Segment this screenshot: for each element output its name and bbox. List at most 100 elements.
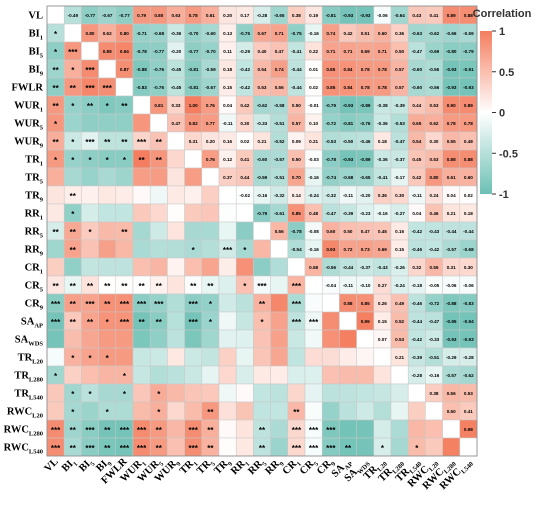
heatmap-cell — [218, 329, 237, 349]
coefficient-label: -0.71 — [136, 31, 147, 36]
heatmap-cell — [270, 257, 289, 277]
row-label: BI5 — [29, 47, 44, 60]
heatmap-cell — [253, 221, 271, 241]
heatmap-cell — [167, 275, 185, 295]
heatmap-cell — [235, 383, 254, 403]
coefficient-label: 0.80 — [430, 175, 439, 180]
significance-mark: * — [88, 354, 92, 363]
coefficient-label: -0.39 — [343, 211, 354, 216]
significance-mark: * — [71, 156, 75, 165]
heatmap-cell — [167, 437, 185, 457]
coefficient-label: 0.12 — [223, 157, 232, 162]
heatmap-cell — [201, 167, 220, 187]
coefficient-label: 0.87 — [120, 67, 129, 72]
coefficient-label: -0.47 — [326, 211, 337, 216]
coefficient-label: 0.90 — [447, 103, 456, 108]
coefficient-label: -0.04 — [326, 283, 337, 288]
coefficient-label: 0.51 — [361, 31, 370, 36]
coefficient-label: -0.77 — [154, 49, 165, 54]
heatmap-cell — [46, 347, 65, 367]
coefficient-label: -0.67 — [205, 85, 216, 90]
coefficient-label: -0.36 — [377, 157, 388, 162]
row-label: RR9 — [25, 245, 44, 258]
coefficient-label: 0.71 — [378, 49, 387, 54]
significance-mark: *** — [292, 318, 302, 327]
coefficient-label: -0.28 — [463, 355, 474, 360]
coefficient-label: -0.57 — [446, 373, 457, 378]
coefficient-label: -0.23 — [360, 211, 371, 216]
coefficient-label: 0.21 — [447, 211, 456, 216]
coefficient-label: 0.80 — [120, 31, 129, 36]
coefficient-label: -0.39 — [412, 355, 423, 360]
coefficient-label: -0.81 — [188, 85, 199, 90]
coefficient-label: -0.47 — [412, 49, 423, 54]
significance-mark: ** — [87, 318, 94, 327]
coefficient-label: -0.68 — [343, 175, 354, 180]
significance-mark: * — [381, 444, 385, 453]
coefficient-label: 0.21 — [258, 139, 267, 144]
coefficient-label: -0.16 — [377, 211, 388, 216]
coefficient-label: 0.65 — [412, 121, 421, 126]
coefficient-label: 0.85 — [326, 67, 335, 72]
row-label: VL — [28, 11, 43, 22]
coefficient-label: -0.41 — [377, 175, 388, 180]
coefficient-label: 0.38 — [292, 13, 301, 18]
heatmap-cell — [253, 383, 271, 403]
heatmap-cell — [63, 23, 82, 43]
coefficient-label: -0.93 — [446, 67, 457, 72]
coefficient-label: -0.83 — [136, 85, 147, 90]
coefficient-label: -0.37 — [394, 157, 405, 162]
coefficient-label: 0.43 — [412, 13, 421, 18]
coefficient-label: -0.70 — [188, 31, 199, 36]
row-label: TR1 — [25, 155, 43, 168]
coefficient-label: -0.17 — [394, 175, 405, 180]
heatmap-cells: -0.49 -0.77 -0.67 -0.77 0.79 0.80 0.63 0.78 0.61… — [46, 5, 478, 457]
coefficient-label: -0.75 — [240, 31, 251, 36]
heatmap-cell — [98, 113, 117, 133]
heatmap-cell — [321, 329, 340, 349]
heatmap-cell — [270, 365, 289, 385]
heatmap-cell — [81, 401, 99, 421]
coefficient-label: 0.85 — [326, 85, 335, 90]
coefficient-label: 0.80 — [86, 31, 95, 36]
heatmap-cell — [218, 365, 237, 385]
heatmap-cell — [304, 383, 323, 403]
coefficient-label: -0.39 — [394, 103, 405, 108]
significance-mark: *** — [103, 84, 113, 93]
coefficient-label: -0.27 — [394, 211, 405, 216]
coefficient-label: 0.20 — [223, 13, 232, 18]
row-label: WUR9 — [14, 137, 44, 150]
coefficient-label: 0.30 — [464, 265, 473, 270]
heatmap-cell — [63, 365, 82, 385]
significance-mark: ** — [156, 318, 163, 327]
row-label: RWCL20 — [7, 407, 43, 420]
heatmap-cell — [98, 329, 117, 349]
significance-mark: * — [209, 318, 213, 327]
heatmap-cell — [356, 401, 375, 421]
significance-mark: ** — [138, 282, 145, 291]
coefficient-label: -0.88 — [446, 301, 457, 306]
heatmap-cell — [270, 347, 289, 367]
significance-mark: *** — [154, 300, 164, 309]
heatmap-cell — [184, 221, 203, 241]
heatmap-cell — [321, 293, 340, 313]
heatmap-cell — [304, 401, 323, 421]
coefficient-label: -0.63 — [412, 31, 423, 36]
coefficient-label: -0.93 — [343, 103, 354, 108]
coefficient-label: 0.13 — [223, 31, 232, 36]
heatmap-cell — [218, 311, 237, 331]
coefficient-label: 0.02 — [464, 193, 473, 198]
heatmap-cell — [218, 437, 237, 457]
coefficient-label: 0.14 — [292, 193, 301, 198]
significance-mark: * — [157, 390, 161, 399]
coefficient-label: -0.28 — [257, 13, 268, 18]
coefficient-label: 0.54 — [412, 139, 421, 144]
heatmap-cell — [167, 419, 185, 439]
coefficient-label: -0.60 — [412, 85, 423, 90]
significance-mark: * — [71, 102, 75, 111]
heatmap-cell — [373, 419, 392, 439]
coefficient-label: 0.44 — [240, 175, 249, 180]
heatmap-cell — [167, 383, 185, 403]
heatmap-cell — [407, 383, 426, 403]
coefficient-label: -0.62 — [257, 103, 268, 108]
